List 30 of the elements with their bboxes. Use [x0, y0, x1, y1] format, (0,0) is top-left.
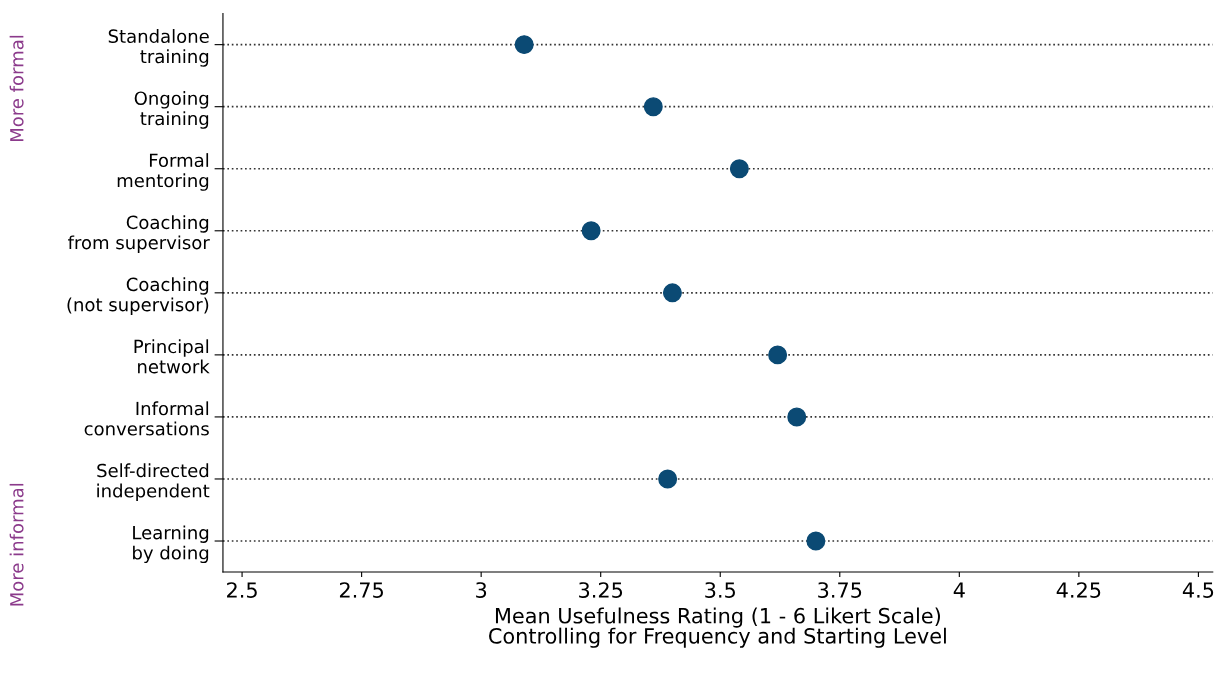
y-tick-label: Self-directed independent	[97, 463, 210, 502]
point	[729, 159, 749, 179]
x-axis-title: Mean Usefulness Rating (1 - 6 Likert Scale) Controlling for Frequency and Starting Level	[489, 607, 946, 648]
x-tick-label: 2.5	[227, 582, 257, 598]
point	[514, 35, 534, 55]
point	[581, 221, 601, 241]
point	[787, 407, 807, 427]
y-tick-label: Informal conversations	[84, 401, 209, 436]
y-tick-label: Coaching from supervisor	[68, 215, 210, 253]
x-tick-label: 3.75	[818, 582, 862, 598]
x-tick-label: 3	[476, 582, 487, 598]
point	[662, 283, 682, 303]
x-tick-label: 4.5	[1182, 582, 1214, 598]
point	[768, 345, 788, 365]
x-tick-label: 3.5	[705, 582, 735, 598]
y-tick-label: Principal network	[134, 339, 210, 374]
x-tick-label: 4	[953, 582, 965, 598]
y-tick-label: Standalone training	[108, 29, 209, 67]
text: More formal	[9, 35, 24, 142]
text: More informal	[9, 483, 24, 606]
y-tick-label: Learning by doing	[133, 525, 209, 564]
y-tick-label: Formal mentoring	[117, 153, 209, 191]
point	[643, 97, 663, 117]
y-tick-label: Ongoing training	[134, 91, 209, 129]
x-tick-label: 3.25	[579, 582, 623, 598]
point	[658, 469, 678, 489]
y-tick-label: Coaching (not supervisor)	[67, 277, 209, 315]
x-tick-label: 2.75	[339, 582, 383, 598]
x-tick-label: 4.25	[1056, 582, 1101, 598]
point	[806, 531, 826, 551]
